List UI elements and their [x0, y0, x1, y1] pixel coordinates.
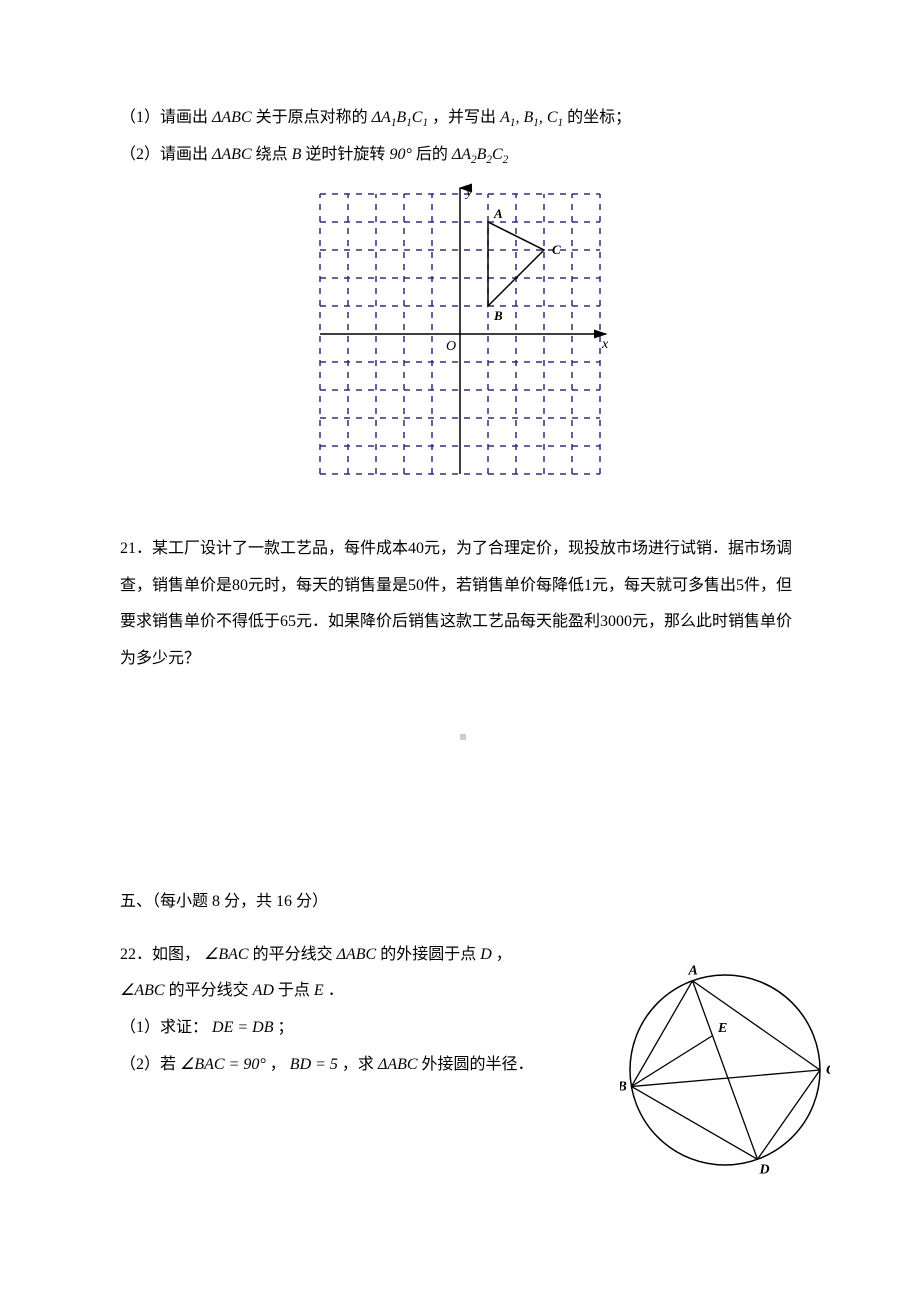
point-b: B	[292, 146, 302, 163]
svg-text:y: y	[464, 185, 473, 200]
q20-part1: （1）请画出 ΔABC 关于原点对称的 ΔA1B1C1 ，并写出 A1, B1,…	[120, 100, 800, 137]
svg-text:C: C	[826, 1063, 830, 1078]
svg-text:E: E	[717, 1021, 727, 1036]
q22-part1: （1）求证： DE = DB ；	[120, 1010, 540, 1047]
circumscribed-circle-svg: A B C D E	[620, 965, 830, 1175]
text: 关于原点对称的	[256, 109, 368, 126]
q22-line1: 22．如图， ∠BAC 的平分线交 ΔABC 的外接圆于点 D ，	[120, 937, 540, 974]
circle-figure: A B C D E	[620, 965, 830, 1190]
svg-text:x: x	[601, 337, 609, 352]
svg-text:B: B	[493, 308, 503, 323]
page: （1）请画出 ΔABC 关于原点对称的 ΔA1B1C1 ，并写出 A1, B1,…	[0, 0, 920, 1287]
q21-text: 21．某工厂设计了一款工艺品，每件成本40元，为了合理定价，现投放市场进行试销．…	[120, 531, 800, 678]
coordinate-grid-svg: x y O A B C	[308, 182, 612, 486]
blank-space	[120, 694, 800, 874]
a1-b1-c1-labels: A1, B1, C1	[500, 109, 567, 126]
delta-a2b2c2: ΔA2B2C2	[452, 146, 508, 163]
q22-line2: ∠ABC 的平分线交 AD 于点 E ．	[120, 973, 540, 1010]
delta-abc: ΔABC	[212, 146, 252, 163]
text: （2）请画出	[120, 146, 208, 163]
text: 的坐标；	[567, 109, 631, 126]
svg-text:B: B	[620, 1079, 627, 1094]
svg-text:C: C	[552, 242, 561, 257]
watermark-dot	[460, 734, 466, 740]
svg-text:A: A	[688, 965, 698, 979]
svg-text:D: D	[758, 1162, 769, 1175]
angle-90: 90°	[389, 146, 411, 163]
delta-abc: ΔABC	[212, 109, 252, 126]
text: 逆时针旋转	[305, 146, 385, 163]
text: （1）请画出	[120, 109, 208, 126]
svg-text:A: A	[493, 206, 503, 221]
grid-figure: x y O A B C	[120, 182, 800, 501]
q22-text: 22．如图， ∠BAC 的平分线交 ΔABC 的外接圆于点 D ， ∠ABC 的…	[120, 937, 540, 1084]
q22-part2: （2）若 ∠BAC = 90° ， BD = 5 ，求 ΔABC 外接圆的半径．	[120, 1047, 540, 1084]
text: 后的	[416, 146, 448, 163]
section-5-header: 五、（每小题 8 分，共 16 分）	[120, 884, 800, 921]
delta-a1b1c1: ΔA1B1C1	[372, 109, 432, 126]
svg-text:O: O	[446, 339, 456, 354]
q22-wrap: 22．如图， ∠BAC 的平分线交 ΔABC 的外接圆于点 D ， ∠ABC 的…	[120, 937, 800, 1167]
text: ，并写出	[432, 109, 496, 126]
q20-part2: （2）请画出 ΔABC 绕点 B 逆时针旋转 90° 后的 ΔA2B2C2	[120, 137, 800, 174]
text: 绕点	[256, 146, 288, 163]
